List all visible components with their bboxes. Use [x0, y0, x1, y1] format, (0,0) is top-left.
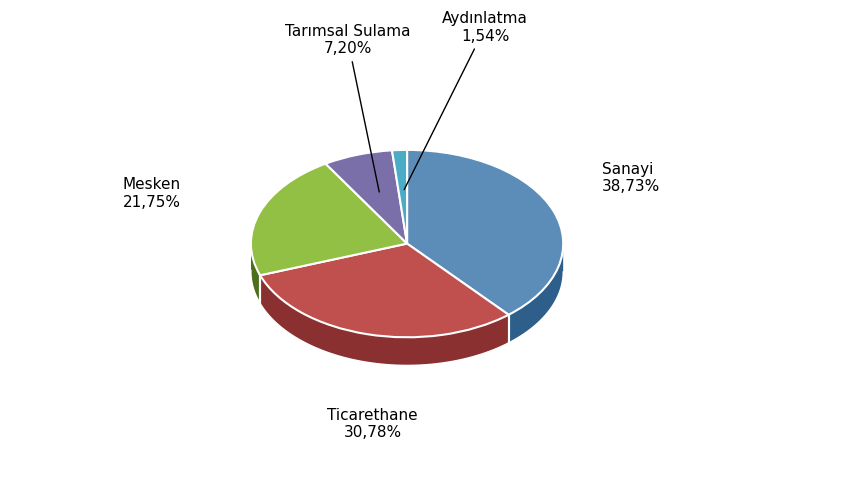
- Wedge shape: [260, 243, 509, 337]
- Text: Ticarethane
30,78%: Ticarethane 30,78%: [327, 408, 418, 440]
- Wedge shape: [407, 150, 563, 315]
- Wedge shape: [392, 150, 407, 243]
- Text: Aydınlatma
1,54%: Aydınlatma 1,54%: [404, 11, 528, 189]
- Wedge shape: [325, 150, 407, 243]
- Text: Tarımsal Sulama
7,20%: Tarımsal Sulama 7,20%: [285, 24, 411, 192]
- Text: Mesken
21,75%: Mesken 21,75%: [122, 177, 181, 210]
- Polygon shape: [251, 240, 260, 303]
- Text: Sanayi
38,73%: Sanayi 38,73%: [603, 162, 660, 194]
- Polygon shape: [260, 275, 509, 365]
- Polygon shape: [509, 241, 563, 343]
- Wedge shape: [251, 164, 407, 275]
